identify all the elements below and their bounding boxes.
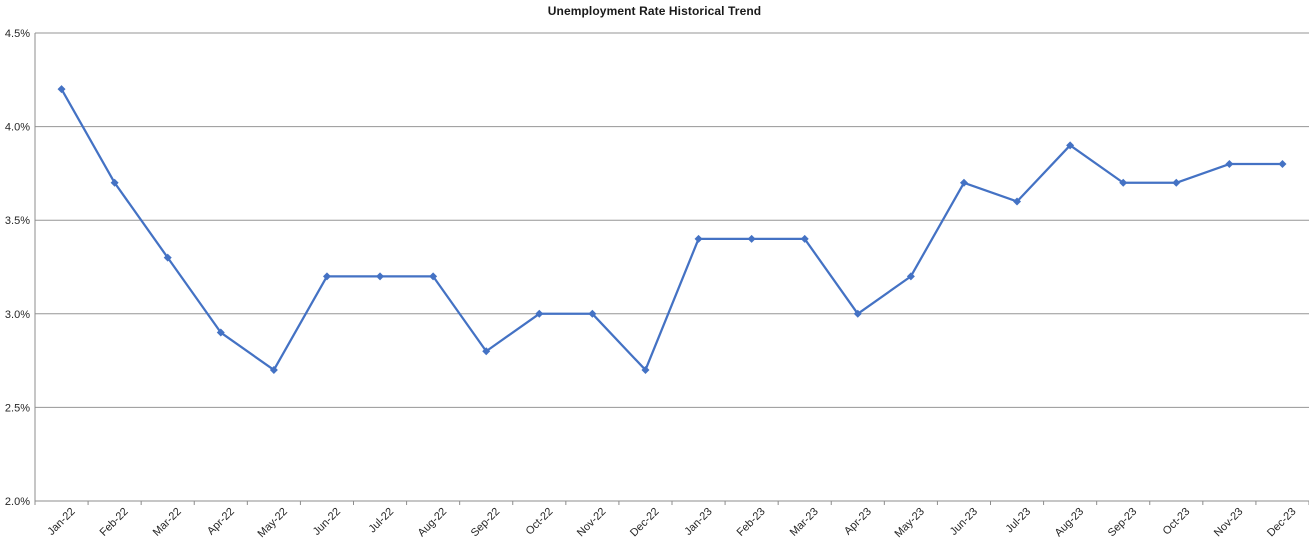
x-axis-tick-label: Feb-23 <box>735 506 768 539</box>
x-axis-tick-label: Oct-23 <box>1161 506 1193 538</box>
data-point-marker <box>322 272 331 281</box>
chart-title: Unemployment Rate Historical Trend <box>547 4 762 18</box>
y-axis-tick-label: 3.0% <box>5 309 30 321</box>
x-axis-tick-label: Sep-23 <box>1106 506 1140 540</box>
x-axis-tick-label: Apr-23 <box>842 506 874 538</box>
y-axis-tick-label: 3.5% <box>5 215 30 227</box>
x-axis-tick-label: Mar-22 <box>151 506 184 539</box>
series-line <box>60 88 1284 372</box>
x-axis-tick-label: Jan-23 <box>682 506 714 538</box>
x-axis-tick-label: May-22 <box>256 506 290 540</box>
data-point-marker <box>747 234 756 243</box>
data-point-marker <box>959 178 968 187</box>
data-point-marker <box>429 272 438 281</box>
data-point-marker <box>1013 197 1022 206</box>
x-axis-tick-label: Jun-22 <box>311 506 343 538</box>
data-point-marker <box>588 309 597 318</box>
data-point-marker <box>269 365 278 374</box>
x-axis-tick-label: Aug-23 <box>1053 506 1087 540</box>
data-point-marker <box>482 347 491 356</box>
x-axis-tick-label: Apr-22 <box>205 506 237 538</box>
x-axis-tick-label: May-23 <box>893 506 927 540</box>
x-axis-tick-label: Jul-22 <box>366 506 396 536</box>
data-point-marker <box>694 234 703 243</box>
data-point-marker <box>535 309 544 318</box>
x-axis-tick-label: Mar-23 <box>788 506 821 539</box>
x-axis-tick-label: Jul-23 <box>1003 506 1033 536</box>
data-point-marker <box>110 178 119 187</box>
x-axis-tick-label: Dec-22 <box>628 506 662 540</box>
data-point-marker <box>376 272 385 281</box>
y-axis-tick-label: 2.5% <box>5 402 30 414</box>
x-axis-tick-label: Feb-22 <box>98 506 131 539</box>
y-axis-tick-label: 2.0% <box>5 496 30 508</box>
data-point-marker <box>1225 160 1234 169</box>
x-axis-tick-label: Dec-23 <box>1265 506 1299 540</box>
y-axis-tick-label: 4.0% <box>5 122 30 134</box>
data-point-marker <box>853 309 862 318</box>
data-point-marker <box>906 272 915 281</box>
x-axis-tick-label: Aug-22 <box>416 506 450 540</box>
y-axis-tick-label: 4.5% <box>5 28 30 40</box>
data-point-marker <box>216 328 225 337</box>
data-point-marker <box>641 365 650 374</box>
x-axis-tick-label: Oct-22 <box>524 506 556 538</box>
x-axis-tick-label: Jun-23 <box>948 506 980 538</box>
data-point-marker <box>1172 178 1181 187</box>
data-point-marker <box>57 85 66 94</box>
x-axis-tick-label: Jan-22 <box>45 506 77 538</box>
x-axis-tick-label: Nov-23 <box>1212 506 1246 540</box>
data-point-marker <box>1066 141 1075 150</box>
data-point-marker <box>800 234 809 243</box>
data-point-marker <box>1119 178 1128 187</box>
data-point-marker <box>163 253 172 262</box>
x-axis-tick-label: Sep-22 <box>469 506 503 540</box>
data-point-marker <box>1278 160 1287 169</box>
x-axis-tick-label: Nov-22 <box>575 506 609 540</box>
